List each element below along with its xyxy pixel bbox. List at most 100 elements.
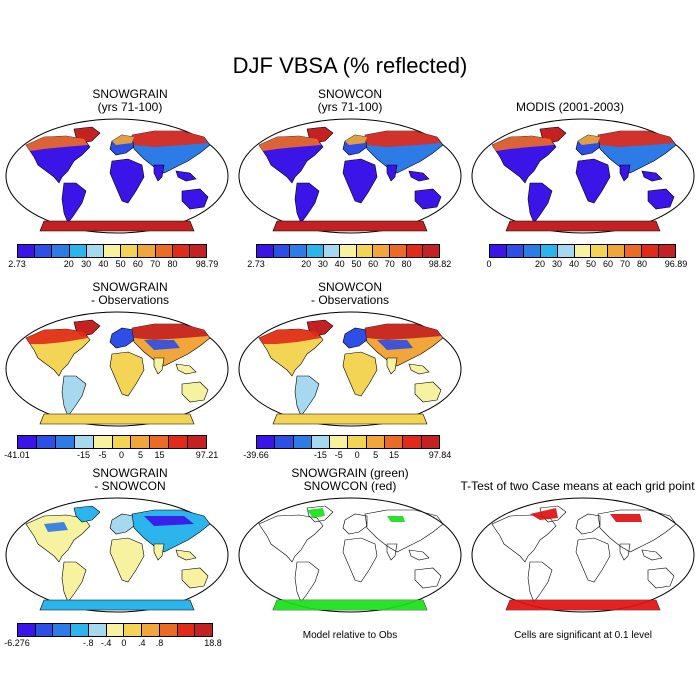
continent-seasia xyxy=(175,549,197,561)
colorbar-tick-label: 50 xyxy=(115,259,126,269)
colorbar-tick-label: 60 xyxy=(132,259,143,269)
colorbar-swatch xyxy=(155,245,173,257)
colorbar-swatch xyxy=(306,245,324,257)
continent-seasia xyxy=(175,363,197,375)
colorbar-tick-label: -5 xyxy=(334,450,343,460)
colorbar-swatch xyxy=(490,245,507,257)
continent-seasia xyxy=(641,170,663,182)
continent-africa xyxy=(342,351,378,397)
colorbar-tick-label: 2.73 xyxy=(247,259,265,269)
colorbar-tick-label: 40 xyxy=(334,259,345,269)
colorbar-swatch xyxy=(53,624,72,636)
continent-antarctica xyxy=(39,413,195,425)
colorbar-swatch xyxy=(35,245,53,257)
continent-australia xyxy=(181,567,209,589)
snow-region-0 xyxy=(144,516,194,526)
snow-region-2 xyxy=(506,600,660,610)
colorbar-swatch xyxy=(257,436,276,448)
continent-antarctica xyxy=(272,220,428,232)
colorbar-tick-label: 0 xyxy=(121,638,127,648)
colorbar-swatch xyxy=(159,624,178,636)
continent-australia xyxy=(647,567,675,589)
colorbar-swatch xyxy=(18,245,36,257)
continent-samerica xyxy=(61,375,87,417)
colorbar-tick-label: 70 xyxy=(150,259,161,269)
continent-australia xyxy=(414,188,442,210)
panel-title-ttest: T-Test of two Case means at each grid po… xyxy=(455,480,700,493)
colorbar-swatch xyxy=(540,245,558,257)
continent-africa xyxy=(342,537,378,583)
panel-title-line: MODIS (2001-2003) xyxy=(515,100,625,114)
snow-region-1 xyxy=(610,514,642,522)
panel-title-snowgrain-snowcon: SNOWGRAIN - SNOWCON xyxy=(20,467,240,493)
panel-title-line: SNOWGRAIN xyxy=(92,466,168,480)
continent-antarctica xyxy=(39,599,195,611)
map-snowgrain xyxy=(5,118,229,234)
colorbar-swatch xyxy=(93,436,113,448)
panel-title-line: SNOWGRAIN xyxy=(92,87,168,101)
panel-title-line: - Observations xyxy=(310,293,390,307)
continent-samerica xyxy=(294,375,320,417)
colorbar-swatch xyxy=(403,436,422,448)
colorbar-swatch xyxy=(169,436,189,448)
colorbar-tick-label: 97.21 xyxy=(195,450,219,460)
colorbar-labels-snowgrain-snowcon: -6.276 -.8 -.4 0 .4 .8 18.8 xyxy=(4,638,222,650)
continent-australia xyxy=(181,188,209,210)
colorbar-swatch xyxy=(591,245,609,257)
colorbar-swatch xyxy=(150,436,170,448)
continent-europe xyxy=(342,327,368,349)
colorbar-swatch xyxy=(290,245,307,257)
colorbar-tick-label: 0 xyxy=(354,450,360,460)
panel-title-line: SNOWCON (red) xyxy=(303,479,397,493)
colorbar-swatch xyxy=(121,245,139,257)
continent-africa xyxy=(575,537,611,583)
continent-india xyxy=(153,357,165,375)
colorbar-swatch xyxy=(69,245,87,257)
panel-title-line: (yrs 71-100) xyxy=(317,100,383,114)
snow-region-1 xyxy=(365,324,441,340)
colorbar-tick-label: 80 xyxy=(636,259,648,269)
colorbar-swatch xyxy=(348,436,367,448)
continent-seasia xyxy=(408,363,430,375)
continent-india xyxy=(153,543,165,561)
snow-region-1 xyxy=(132,324,208,340)
colorbar-tick-label: 0 xyxy=(486,259,492,269)
colorbar-tick-label: -.4 xyxy=(100,638,112,648)
continent-samerica xyxy=(294,182,320,224)
colorbar-swatch xyxy=(642,245,660,257)
colorbar-swatch xyxy=(273,245,291,257)
colorbar-labels-snowgrain-obs: -41.01 -15 -5 0 5 15 97.21 xyxy=(4,450,218,462)
continent-asia xyxy=(364,509,444,553)
snow-region-0 xyxy=(492,136,554,151)
colorbar-snowgrain-snowcon xyxy=(17,623,213,637)
colorbar-swatch xyxy=(18,436,37,448)
snow-region-1 xyxy=(132,131,208,147)
colorbar-tick-label: 50 xyxy=(585,259,597,269)
continent-samerica xyxy=(61,182,87,224)
colorbar-modis xyxy=(489,244,676,258)
snow-region-1 xyxy=(365,131,441,147)
colorbar-swatch xyxy=(356,245,374,257)
map-model-relative-obs xyxy=(238,497,462,613)
colorbar-swatch xyxy=(103,245,122,257)
continent-africa xyxy=(342,158,378,204)
map-snowcon xyxy=(238,118,462,234)
colorbar-swatch xyxy=(373,245,391,257)
continent-antarctica xyxy=(272,413,428,425)
colorbar-tick-label: 60 xyxy=(602,259,614,269)
colorbar-tick-label: .8 xyxy=(155,638,164,648)
colorbar-tick-label: 5 xyxy=(373,450,379,460)
colorbar-labels-snowgrain: 2.73 20 30 40 50 60 70 80 98.79 xyxy=(8,259,218,271)
panel-title-line: SNOWCON xyxy=(318,87,382,101)
colorbar-swatch xyxy=(86,245,104,257)
snow-region-2 xyxy=(273,600,427,610)
continent-asia xyxy=(597,509,677,553)
colorbar-tick-label: 15 xyxy=(388,450,400,460)
colorbar-tick-label: -41.01 xyxy=(4,450,30,460)
panel-title-line: SNOWCON xyxy=(318,280,382,294)
colorbar-tick-label: 40 xyxy=(568,259,580,269)
colorbar-tick-label: .4 xyxy=(137,638,146,648)
colorbar-swatch xyxy=(172,245,190,257)
snow-region-2 xyxy=(578,135,600,145)
continent-greenland xyxy=(306,505,334,523)
